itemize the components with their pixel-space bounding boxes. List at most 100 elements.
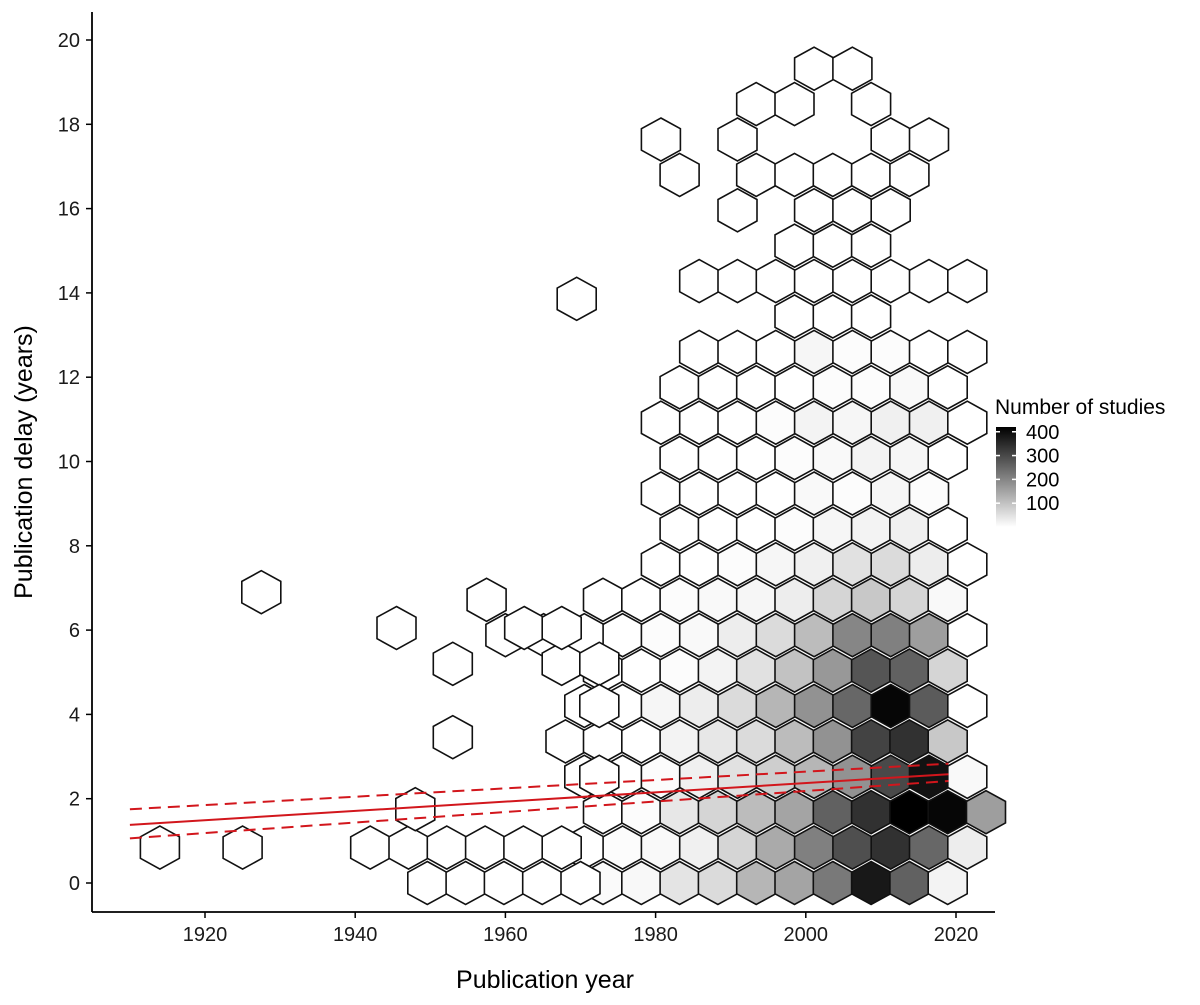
hex-bin xyxy=(349,825,391,871)
hex-bin xyxy=(755,825,797,871)
hex-bin xyxy=(774,223,815,269)
hex-bin xyxy=(812,648,854,694)
hex-bin xyxy=(927,577,969,623)
hex-bin xyxy=(620,577,662,623)
hex-bin xyxy=(832,541,873,587)
hex-bin xyxy=(640,825,682,871)
hex-bin xyxy=(445,860,486,906)
hex-bin xyxy=(793,400,835,446)
hex-bin xyxy=(717,400,758,446)
trend-line-fit xyxy=(129,773,949,826)
hex-bin xyxy=(678,683,720,729)
hex-bin xyxy=(832,754,873,800)
hex-bin xyxy=(659,506,700,552)
hex-bin xyxy=(678,825,720,871)
hex-bin xyxy=(735,81,777,127)
hex-bin xyxy=(678,612,720,658)
x-tick-label: 1960 xyxy=(483,924,528,946)
hex-bin xyxy=(222,825,263,871)
hex-bin xyxy=(678,329,720,375)
hex-bin xyxy=(376,605,417,651)
x-axis-title: Publication year xyxy=(456,966,634,994)
y-tick-label: 12 xyxy=(58,367,80,389)
y-tick-label: 10 xyxy=(58,452,80,474)
hex-bin xyxy=(578,683,620,729)
hex-bin xyxy=(908,825,950,871)
hex-bin xyxy=(735,435,777,481)
hex-bin xyxy=(697,506,739,552)
trend-line-upper-ci xyxy=(129,762,949,811)
hex-bin xyxy=(832,825,873,871)
hex-bin xyxy=(774,294,815,339)
hex-bin xyxy=(678,541,720,587)
hex-bin xyxy=(870,187,912,233)
hex-bin xyxy=(697,860,739,906)
legend-colorbar xyxy=(996,427,1016,527)
hex-bin xyxy=(774,152,815,198)
hex-bin xyxy=(774,506,815,552)
hex-bin xyxy=(832,329,873,375)
hex-bin xyxy=(659,435,700,481)
hex-bin xyxy=(850,789,892,835)
hex-bin xyxy=(832,471,873,516)
x-tick-label: 2000 xyxy=(784,924,829,946)
hex-bin xyxy=(889,860,930,906)
hex-bin xyxy=(927,364,969,410)
hex-bin xyxy=(889,506,930,552)
hex-bin xyxy=(640,683,682,729)
hex-bin xyxy=(927,506,969,552)
hex-bin xyxy=(889,577,930,623)
hex-bin xyxy=(659,789,700,835)
hex-bin xyxy=(870,541,912,587)
hex-bin xyxy=(927,789,969,835)
y-tick-label: 18 xyxy=(58,114,80,136)
hex-bin xyxy=(697,648,739,694)
hex-bin xyxy=(889,435,930,481)
y-tick-label: 14 xyxy=(58,283,80,305)
hex-bin xyxy=(755,471,797,516)
hex-bin xyxy=(640,117,682,162)
hex-bin xyxy=(870,471,912,516)
hex-bin xyxy=(946,541,988,587)
hex-bin xyxy=(755,754,797,800)
hex-bin xyxy=(717,541,758,587)
y-tick-label: 2 xyxy=(69,789,80,811)
hex-bin xyxy=(717,825,758,871)
hex-bin xyxy=(541,605,583,651)
hex-bin xyxy=(908,541,950,587)
hex-bin xyxy=(483,860,525,906)
hex-bin xyxy=(832,258,873,304)
hex-bin xyxy=(793,541,835,587)
hex-bin xyxy=(620,648,662,694)
hex-bin xyxy=(850,152,892,198)
hex-bin xyxy=(620,718,662,764)
hex-bin xyxy=(735,577,777,623)
hex-bin xyxy=(832,400,873,446)
hex-bin xyxy=(927,648,969,694)
hex-bin xyxy=(812,718,854,764)
hex-bin xyxy=(556,276,598,322)
hex-bin xyxy=(755,683,797,729)
hex-bin xyxy=(521,860,563,906)
hex-bin xyxy=(793,187,835,233)
hex-bin xyxy=(755,612,797,658)
hex-bin xyxy=(659,364,700,410)
y-tick-label: 0 xyxy=(69,873,80,895)
hex-bin xyxy=(812,223,854,269)
hex-bin xyxy=(640,541,682,587)
hex-bin xyxy=(908,683,950,729)
hex-bin xyxy=(850,435,892,481)
hex-bin xyxy=(560,860,601,906)
hex-bin xyxy=(850,577,892,623)
hex-bin xyxy=(793,471,835,516)
hex-bin xyxy=(946,329,988,375)
hex-bin xyxy=(908,400,950,446)
hex-bin xyxy=(870,683,912,729)
hex-bin xyxy=(406,860,448,906)
hex-bin xyxy=(927,435,969,481)
hex-bin xyxy=(774,789,815,835)
hex-bin xyxy=(697,577,739,623)
hex-bin xyxy=(850,294,892,339)
